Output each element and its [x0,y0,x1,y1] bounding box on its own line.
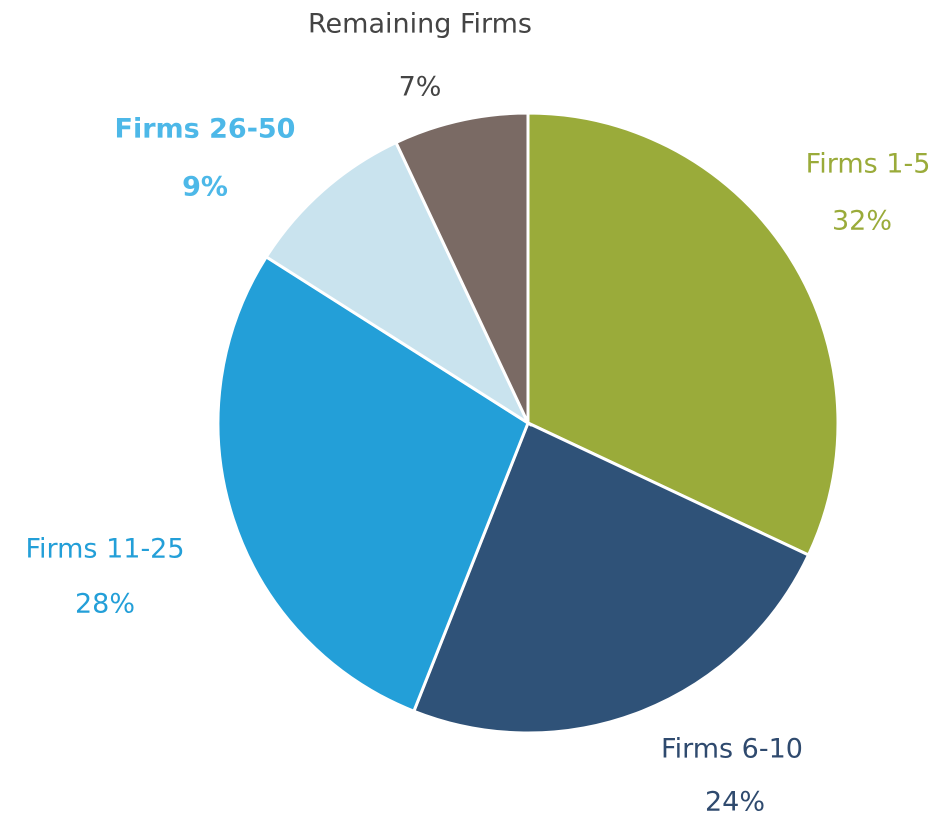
pie-slice [264,140,532,428]
pie-slice [526,111,840,557]
slice-label: Firms 6-10 [661,734,803,765]
value-label: 28% [75,589,135,620]
slice-label: Remaining Firms [308,9,532,40]
value-label: 7% [399,72,442,103]
pie-slice [394,111,530,424]
value-label: 32% [832,206,892,237]
slice-label: Firms 11-25 [25,534,184,565]
value-label: 9% [182,172,228,203]
value-label: 24% [705,787,765,818]
pie-slice [216,254,530,714]
slice-label: Firms 26-50 [115,114,296,145]
slice-label: Firms 1-5 [806,149,931,180]
pie-slice [411,420,811,735]
